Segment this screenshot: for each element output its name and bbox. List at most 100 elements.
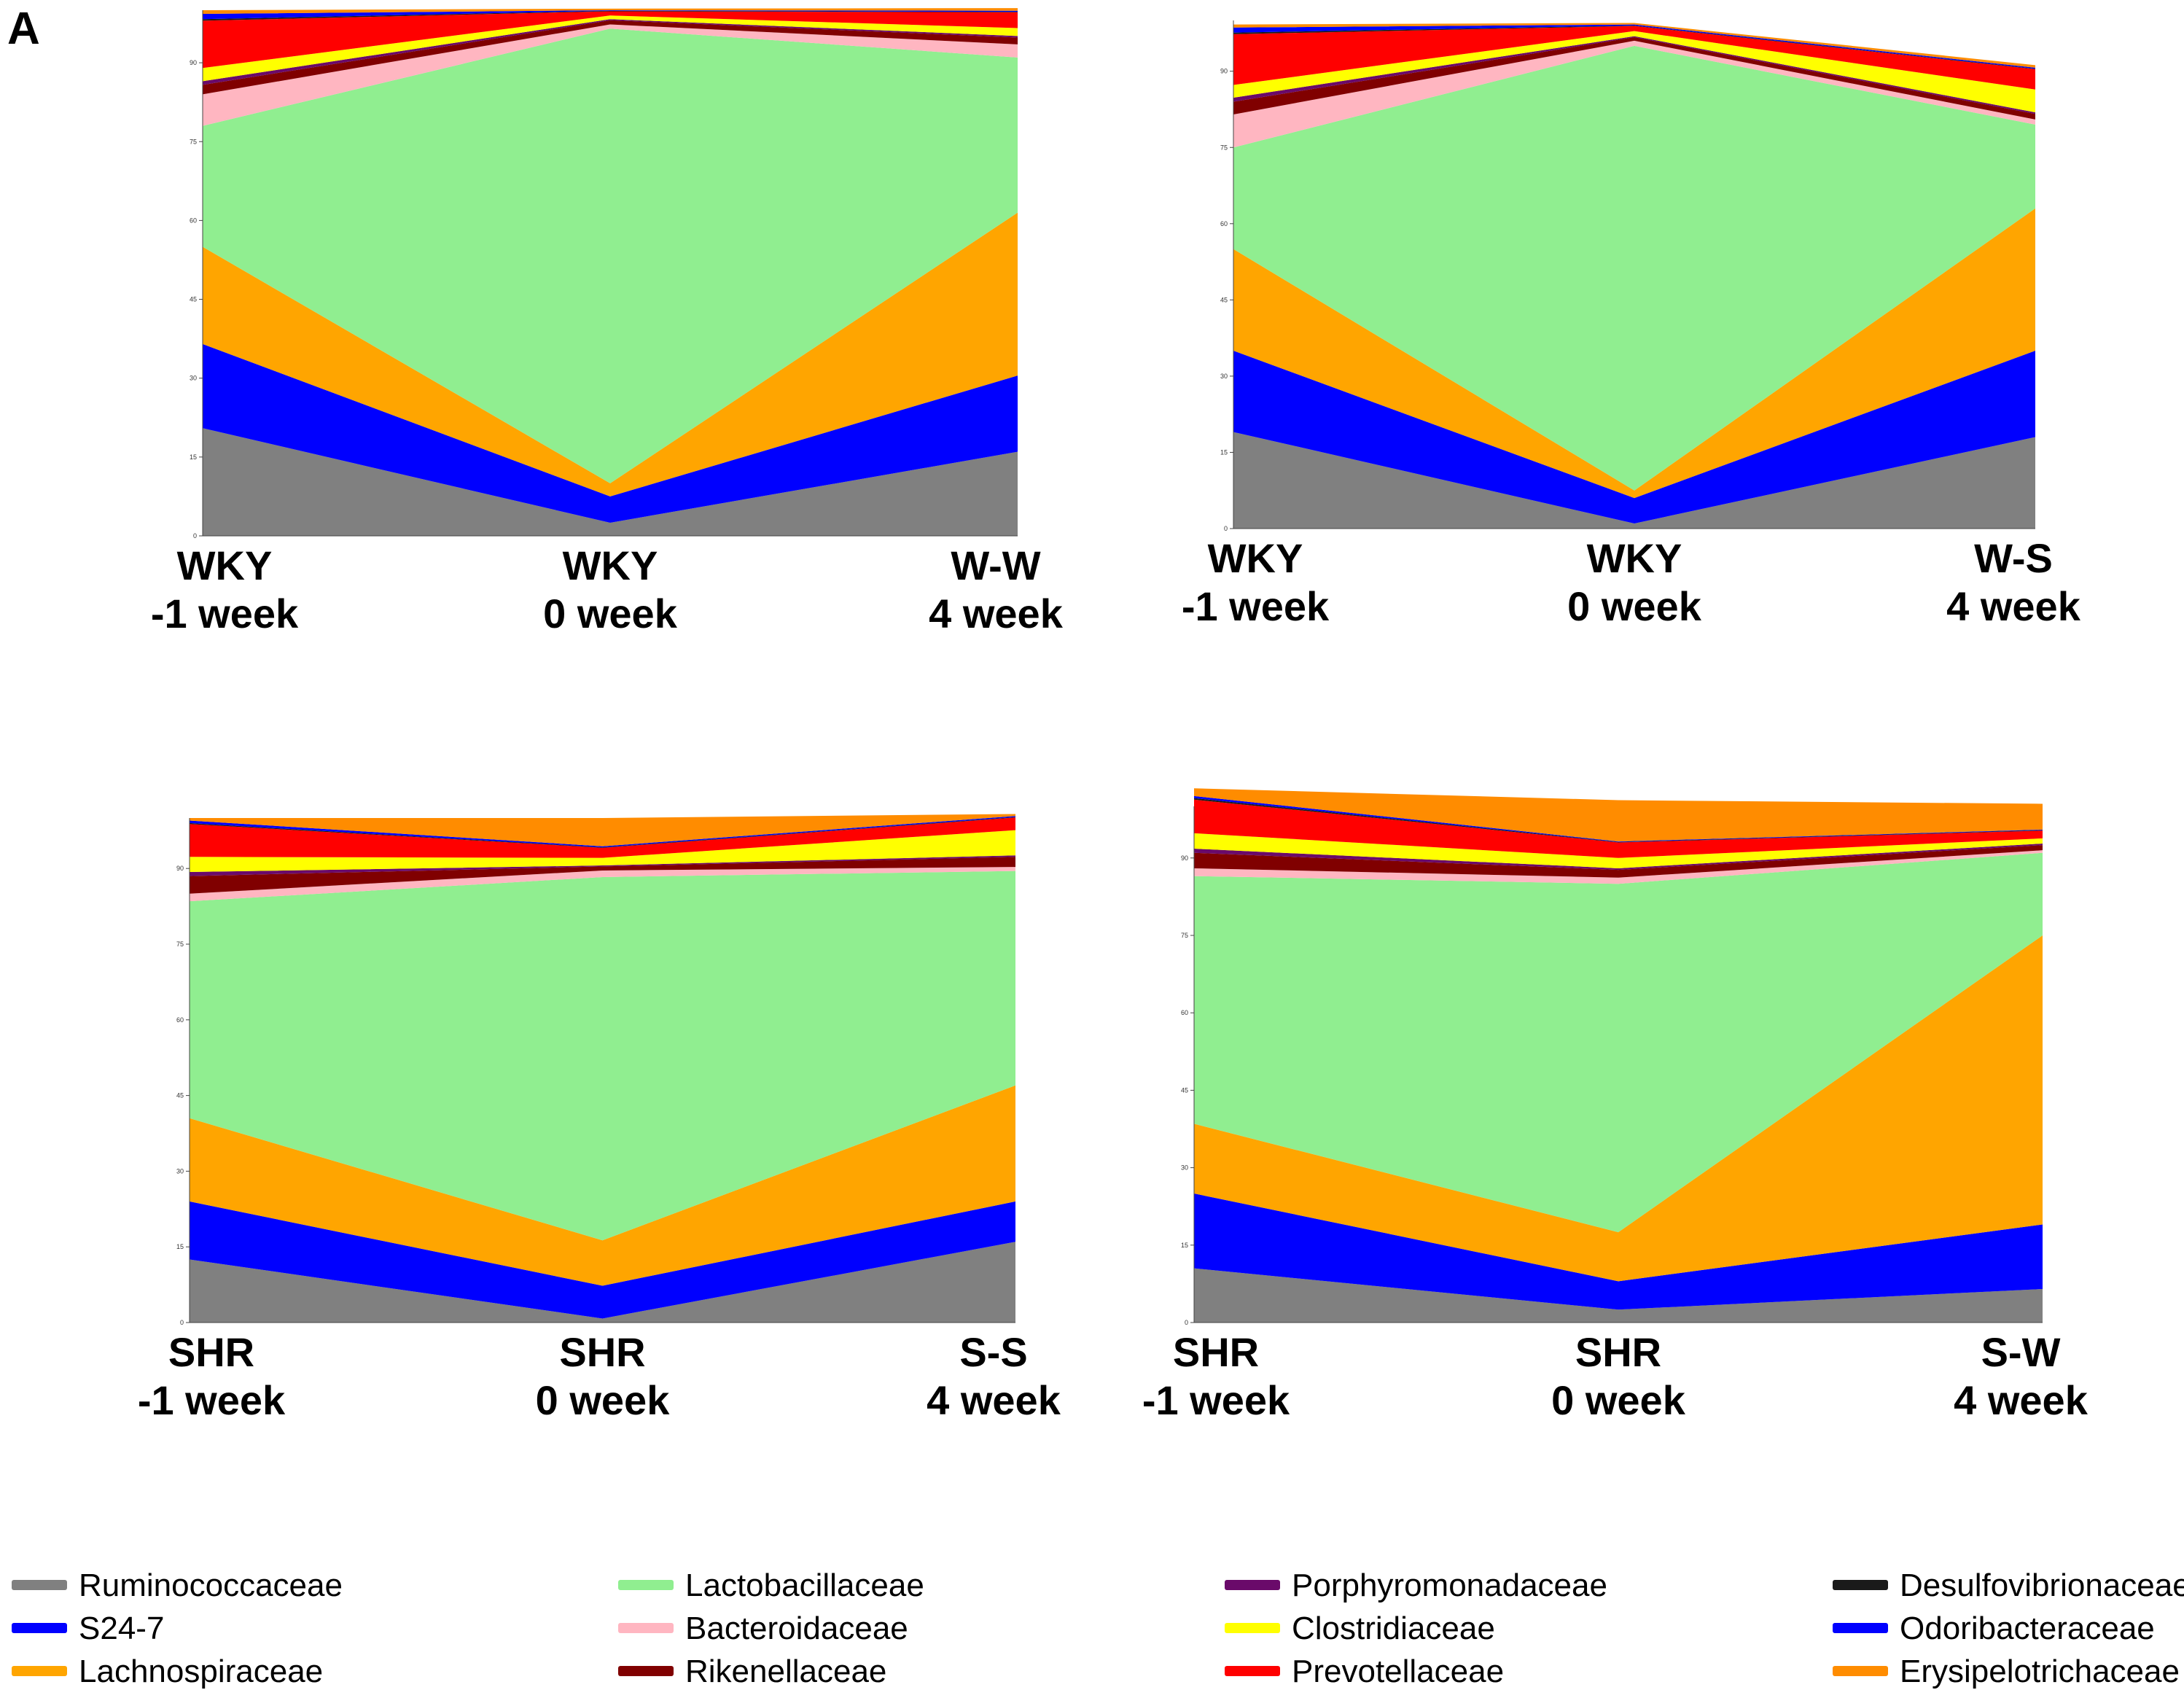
y-tick-label: 90 bbox=[190, 59, 197, 66]
chart-panel-1: 0 15 30 45 60 75 90 WKY -1 week WKY 0 week W-W 4 wee… bbox=[151, 8, 1064, 636]
legend-item: Desulfovibrionaceae bbox=[1833, 1568, 2184, 1603]
legend-swatch bbox=[1225, 1623, 1280, 1633]
legend-label: S24-7 bbox=[79, 1611, 164, 1646]
area-lachnospiraceae bbox=[1194, 935, 2043, 1282]
legend-swatch bbox=[1833, 1580, 1888, 1590]
y-tick-label: 60 bbox=[190, 217, 197, 224]
y-tick-label: 30 bbox=[190, 375, 197, 382]
area-lachnospiraceae bbox=[203, 212, 1018, 497]
area-prevotellaceae bbox=[190, 817, 1015, 858]
area-ruminococcaceae bbox=[203, 428, 1018, 536]
area-odoribacteraceae bbox=[1233, 24, 2035, 69]
legend-item: Rikenellaceae bbox=[618, 1654, 886, 1689]
legend-swatch bbox=[618, 1580, 674, 1590]
area-clostridiaceae bbox=[1194, 833, 2043, 868]
area-porphyromonadaceae bbox=[1233, 36, 2035, 114]
y-tick-label: 0 bbox=[193, 532, 197, 540]
area-lactobacillaceae bbox=[1233, 45, 2035, 491]
area-bacteroidaceae bbox=[203, 24, 1018, 126]
area-erysipelotrichaceae bbox=[190, 814, 1015, 846]
legend-label: Lachnospiraceae bbox=[79, 1654, 323, 1689]
legend-label: Porphyromonadaceae bbox=[1292, 1568, 1607, 1603]
area-prevotellaceae bbox=[1233, 26, 2035, 90]
area-ruminococcaceae bbox=[1233, 432, 2035, 529]
y-tick-label: 15 bbox=[1220, 448, 1228, 456]
x-category-label: S-S 4 week bbox=[927, 1329, 1061, 1423]
legend-label: Desulfovibrionaceae bbox=[1900, 1568, 2184, 1603]
area-rikenellaceae bbox=[190, 857, 1015, 894]
legend-swatch bbox=[1833, 1666, 1888, 1676]
y-tick-label: 75 bbox=[1220, 144, 1228, 151]
y-tick-label: 60 bbox=[1181, 1009, 1188, 1016]
x-category-label: W-S 4 week bbox=[1946, 535, 2081, 629]
legend-label: Clostridiaceae bbox=[1292, 1611, 1495, 1646]
y-tick-label: 90 bbox=[1220, 68, 1228, 75]
area-lactobacillaceae bbox=[190, 871, 1015, 1241]
x-category-label: WKY 0 week bbox=[543, 542, 678, 636]
legend-swatch bbox=[618, 1623, 674, 1633]
y-tick-label: 45 bbox=[176, 1092, 184, 1099]
area-odoribacteraceae bbox=[203, 10, 1018, 20]
area-ruminococcaceae bbox=[190, 1242, 1015, 1323]
area-desulfovibrionaceae bbox=[203, 10, 1018, 21]
y-tick-label: 90 bbox=[176, 865, 184, 872]
area-prevotellaceae bbox=[203, 11, 1018, 69]
x-category-label: WKY 0 week bbox=[1567, 535, 1702, 629]
legend-label: Ruminococcaceae bbox=[79, 1568, 343, 1603]
area-s24-7 bbox=[1194, 1193, 2043, 1310]
legend-swatch bbox=[618, 1666, 674, 1676]
legend-item: Porphyromonadaceae bbox=[1225, 1568, 1607, 1603]
legend-label: Erysipelotrichaceae bbox=[1900, 1654, 2180, 1689]
legend-item: Lachnospiraceae bbox=[12, 1654, 323, 1689]
legend-label: Prevotellaceae bbox=[1292, 1654, 1504, 1689]
y-tick-label: 75 bbox=[190, 138, 197, 145]
area-erysipelotrichaceae bbox=[203, 8, 1018, 15]
legend-swatch bbox=[1225, 1580, 1280, 1590]
area-bacteroidaceae bbox=[190, 867, 1015, 902]
y-tick-label: 30 bbox=[176, 1167, 184, 1175]
area-clostridiaceae bbox=[1233, 31, 2035, 113]
area-rikenellaceae bbox=[1233, 37, 2035, 120]
figure-panel-label: A bbox=[7, 4, 40, 54]
legend-item: Clostridiaceae bbox=[1225, 1611, 1495, 1646]
y-tick-label: 45 bbox=[1181, 1086, 1188, 1094]
area-lactobacillaceae bbox=[203, 28, 1018, 483]
area-porphyromonadaceae bbox=[190, 855, 1015, 876]
x-category-label: SHR -1 week bbox=[138, 1329, 286, 1423]
y-tick-label: 60 bbox=[1220, 220, 1228, 227]
chart-panel-2: 0 15 30 45 60 75 90 WKY -1 week WKY 0 week W-S 4 wee… bbox=[1182, 20, 2081, 629]
area-rikenellaceae bbox=[1194, 845, 2043, 878]
legend-label: Rikenellaceae bbox=[685, 1654, 886, 1689]
area-clostridiaceae bbox=[203, 15, 1018, 82]
area-s24-7 bbox=[1233, 351, 2035, 524]
x-category-label: WKY -1 week bbox=[151, 542, 299, 636]
legend-item: Odoribacteraceae bbox=[1833, 1611, 2155, 1646]
x-category-label: W-W 4 week bbox=[929, 542, 1064, 636]
area-s24-7 bbox=[203, 343, 1018, 523]
legend: Ruminococcaceae S24-7 Lachnospiraceae Lacto… bbox=[12, 1568, 2184, 1689]
y-tick-label: 0 bbox=[180, 1319, 184, 1326]
legend-item: Erysipelotrichaceae bbox=[1833, 1654, 2180, 1689]
legend-item: Prevotellaceae bbox=[1225, 1654, 1504, 1689]
x-category-label: SHR 0 week bbox=[536, 1329, 671, 1423]
x-category-label: SHR -1 week bbox=[1142, 1329, 1290, 1423]
chart-panel-4: 0 15 30 45 60 75 90 SHR -1 week SHR 0 week S-W 4 wee… bbox=[1142, 788, 2089, 1423]
area-clostridiaceae bbox=[190, 830, 1015, 873]
area-bacteroidaceae bbox=[1233, 40, 2035, 148]
y-tick-label: 75 bbox=[176, 941, 184, 948]
legend-label: Bacteroidaceae bbox=[685, 1611, 908, 1646]
legend-item: S24-7 bbox=[12, 1611, 164, 1646]
y-tick-label: 0 bbox=[1224, 525, 1228, 532]
y-tick-label: 15 bbox=[1181, 1242, 1188, 1249]
x-category-label: SHR 0 week bbox=[1551, 1329, 1686, 1423]
y-tick-label: 15 bbox=[176, 1243, 184, 1250]
area-bacteroidaceae bbox=[1194, 850, 2043, 884]
area-odoribacteraceae bbox=[190, 816, 1015, 848]
legend-swatch bbox=[12, 1666, 67, 1676]
y-tick-label: 60 bbox=[176, 1016, 184, 1024]
area-porphyromonadaceae bbox=[1194, 843, 2043, 871]
legend-swatch bbox=[1225, 1666, 1280, 1676]
area-ruminococcaceae bbox=[1194, 1268, 2043, 1323]
y-tick-label: 90 bbox=[1181, 854, 1188, 862]
legend-swatch bbox=[12, 1623, 67, 1633]
